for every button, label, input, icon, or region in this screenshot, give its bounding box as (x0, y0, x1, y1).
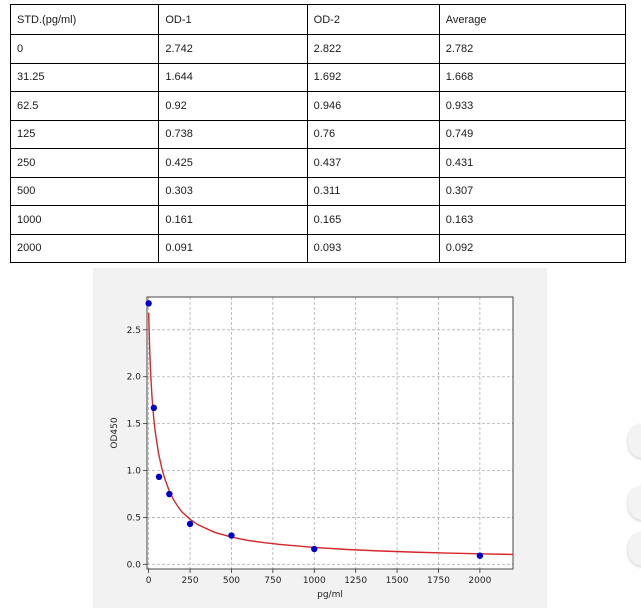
table-cell: 2.742 (158, 34, 308, 64)
table-cell: 0.092 (438, 233, 627, 263)
table-cell: 0.933 (438, 91, 627, 121)
x-tick-label: 500 (223, 576, 240, 586)
table-row: 0 2.742 2.822 2.782 (9, 34, 627, 64)
data-point (145, 300, 152, 307)
table-cell: 0.749 (438, 119, 627, 149)
y-tick-label: 2.5 (127, 326, 141, 336)
table-header-row: STD.(pg/ml) OD-1 OD-2 Average (9, 4, 627, 35)
table-row: 250 0.425 0.437 0.431 (9, 148, 627, 178)
table-cell: 1000 (9, 205, 160, 235)
x-tick-label: 750 (264, 576, 281, 586)
x-tick-label: 1750 (427, 576, 450, 586)
side-circle-button[interactable] (628, 424, 641, 458)
x-tick-label: 0 (146, 576, 152, 586)
table-cell: 0.92 (158, 91, 308, 121)
x-axis-label: pg/ml (317, 590, 343, 600)
standard-curve-chart: 0 250 500 750 1000 1250 1500 1750 2000 0.0 0.5 1.0 1… (93, 268, 547, 608)
table-cell: 0.163 (438, 205, 627, 235)
table-cell: 0.311 (306, 176, 440, 206)
x-tick-label: 2000 (468, 576, 491, 586)
table-cell: 0.431 (438, 148, 627, 178)
data-point (166, 490, 173, 498)
table-cell: 250 (9, 148, 160, 178)
table-cell: 0.303 (158, 176, 308, 206)
y-axis-label: OD450 (110, 417, 120, 448)
x-tick-label: 1250 (344, 576, 367, 586)
table-cell: 0.091 (158, 233, 308, 263)
table-header: OD-2 (306, 4, 440, 35)
data-point (228, 532, 235, 539)
table-cell: 0.946 (306, 91, 440, 121)
table-cell: 0.738 (158, 119, 308, 149)
table-header: OD-1 (158, 4, 308, 35)
table-cell: 31.25 (9, 62, 160, 92)
table-cell: 0.093 (306, 233, 440, 263)
table-cell: 0.76 (306, 119, 440, 149)
table-cell: 0.161 (158, 205, 308, 235)
table-cell: 1.644 (158, 62, 308, 92)
data-point (150, 404, 158, 412)
side-circle-button[interactable] (628, 532, 641, 566)
y-tick-label: 0.0 (127, 560, 142, 570)
plot-frame (146, 296, 514, 570)
table-cell: 0.437 (306, 148, 440, 178)
y-tick-label: 1.0 (127, 467, 142, 477)
table-cell: 2000 (9, 233, 160, 263)
table-cell: 62.5 (9, 91, 160, 121)
table-cell: 2.782 (438, 34, 627, 64)
table-row: 62.5 0.92 0.946 0.933 (9, 91, 627, 121)
table-row: 125 0.738 0.76 0.749 (9, 119, 627, 149)
table-cell: 2.822 (306, 34, 440, 64)
table-header: STD.(pg/ml) (9, 4, 160, 35)
table-cell: 500 (9, 176, 160, 206)
y-tick-label: 2.0 (127, 373, 142, 383)
table-cell: 1.692 (306, 62, 440, 92)
y-tick-label: 1.5 (127, 420, 141, 430)
standard-curve-table: STD.(pg/ml) OD-1 OD-2 Average 0 2.742 2.… (9, 4, 627, 263)
table-row: 1000 0.161 0.165 0.163 (9, 205, 627, 235)
table-cell: 0.425 (158, 148, 308, 178)
table-cell: 0 (9, 34, 160, 64)
x-tick-label: 1000 (303, 576, 326, 586)
x-tick-label: 250 (181, 576, 198, 586)
table-cell: 0.307 (438, 176, 627, 206)
table-row: 500 0.303 0.311 0.307 (9, 176, 627, 206)
data-point (476, 552, 484, 559)
table-cell: 125 (9, 119, 160, 149)
table-row: 31.25 1.644 1.692 1.668 (9, 62, 627, 92)
side-circle-button[interactable] (628, 486, 641, 520)
table-cell: 1.668 (438, 62, 627, 92)
table-cell: 0.165 (306, 205, 440, 235)
plot-area (147, 297, 513, 569)
data-point (186, 520, 194, 528)
table-header: Average (438, 4, 627, 35)
data-point (311, 545, 318, 553)
table-row: 2000 0.091 0.093 0.092 (9, 233, 627, 263)
y-tick-label: 0.5 (127, 513, 141, 523)
x-tick-label: 1500 (386, 576, 409, 586)
chart-svg: 0 250 500 750 1000 1250 1500 1750 2000 0.0 0.5 1.0 1… (110, 296, 514, 600)
data-point (155, 473, 163, 481)
